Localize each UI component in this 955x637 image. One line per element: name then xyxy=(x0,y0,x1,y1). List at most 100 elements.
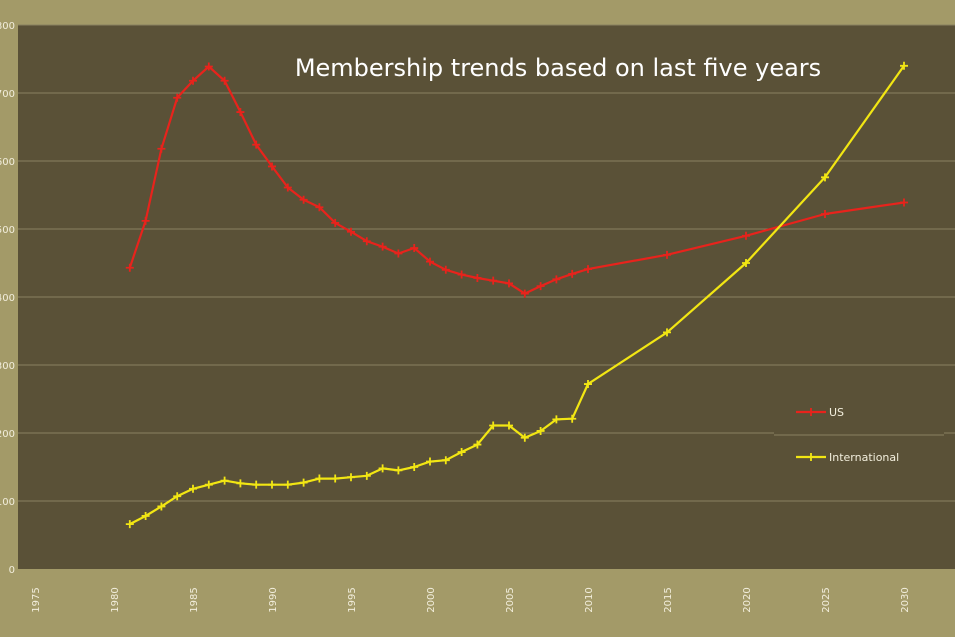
data-point xyxy=(742,259,750,267)
x-tick-label: 2015 xyxy=(663,587,674,612)
data-point xyxy=(347,227,355,236)
data-point xyxy=(473,440,482,449)
data-point xyxy=(189,76,197,85)
x-tick-label: 1995 xyxy=(347,587,358,612)
data-point xyxy=(584,380,592,389)
data-point xyxy=(441,456,450,465)
data-point xyxy=(125,520,134,529)
data-point xyxy=(315,474,324,483)
data-point xyxy=(236,479,245,488)
data-point xyxy=(473,273,482,282)
series-line-international xyxy=(129,65,905,526)
data-point xyxy=(125,263,134,272)
x-tick-label: 2030 xyxy=(900,587,911,612)
data-point xyxy=(252,480,261,489)
data-point xyxy=(331,474,340,483)
data-point xyxy=(331,218,340,227)
data-point xyxy=(173,93,182,102)
data-point xyxy=(505,279,513,288)
data-point xyxy=(268,162,276,171)
y-tick-label: 700 xyxy=(0,89,15,100)
x-tick-label: 2010 xyxy=(584,587,595,612)
legend-marker xyxy=(807,453,815,461)
data-point xyxy=(520,289,529,298)
data-point xyxy=(173,492,182,501)
data-point xyxy=(568,269,577,278)
chart-title: Membership trends based on last five yea… xyxy=(295,54,821,82)
y-axis: 0 100 200 300 400 500 600 700 800 xyxy=(0,21,15,576)
data-point xyxy=(520,433,529,442)
data-point xyxy=(157,144,166,153)
data-point xyxy=(663,250,671,259)
x-tick-label: 1975 xyxy=(31,587,42,612)
y-tick-label: 400 xyxy=(0,293,15,304)
legend: US International xyxy=(774,392,944,472)
data-point xyxy=(489,421,498,430)
data-point xyxy=(141,511,150,520)
data-point xyxy=(426,457,434,466)
data-point xyxy=(236,108,245,117)
y-tick-label: 800 xyxy=(0,21,15,32)
data-point xyxy=(489,276,498,285)
data-point xyxy=(568,414,577,423)
x-tick-label: 2000 xyxy=(426,587,437,612)
data-point xyxy=(900,61,908,70)
x-tick-label: 1990 xyxy=(268,587,279,612)
data-point xyxy=(220,476,229,485)
y-tick-label: 300 xyxy=(0,361,15,372)
data-point xyxy=(362,237,371,246)
legend-label: International xyxy=(829,451,899,464)
y-tick-label: 200 xyxy=(0,429,15,440)
data-point xyxy=(900,198,908,207)
data-point xyxy=(394,249,403,258)
data-point xyxy=(141,216,150,225)
data-point xyxy=(821,173,829,182)
data-point xyxy=(552,275,561,284)
y-tick-label: 100 xyxy=(0,497,15,508)
data-point xyxy=(347,473,355,482)
x-axis: 1975 1980 1985 1990 1995 2000 2005 2010 2015 2020… xyxy=(31,587,911,612)
data-point xyxy=(536,282,545,291)
data-point xyxy=(378,464,387,473)
data-point xyxy=(283,183,292,192)
data-point xyxy=(204,480,213,489)
data-point xyxy=(505,421,513,430)
data-point xyxy=(299,195,308,204)
data-point xyxy=(410,463,419,471)
series-layer xyxy=(125,61,908,529)
data-point xyxy=(457,448,466,457)
data-point xyxy=(584,265,592,274)
data-point xyxy=(426,257,434,266)
x-tick-label: 2020 xyxy=(742,587,753,612)
data-point xyxy=(663,328,671,337)
data-point xyxy=(552,415,561,424)
data-point xyxy=(220,76,229,85)
y-tick-label: 0 xyxy=(9,565,15,576)
data-point xyxy=(378,242,387,251)
x-tick-label: 2005 xyxy=(505,587,516,612)
series-line-us xyxy=(128,65,905,295)
data-point xyxy=(457,270,466,279)
x-tick-label: 2025 xyxy=(821,587,832,612)
data-point xyxy=(821,210,829,219)
legend-marker xyxy=(807,408,815,416)
data-point xyxy=(410,244,419,253)
data-point xyxy=(536,426,545,435)
x-tick-label: 1980 xyxy=(110,587,121,612)
data-point xyxy=(204,62,213,71)
data-point xyxy=(252,140,261,149)
data-point xyxy=(299,478,308,487)
legend-box xyxy=(774,392,944,472)
data-point xyxy=(394,466,403,475)
data-point xyxy=(742,231,750,240)
data-point xyxy=(157,502,166,511)
data-point xyxy=(441,265,450,274)
y-tick-label: 500 xyxy=(0,225,15,236)
y-tick-label: 600 xyxy=(0,157,15,168)
data-point xyxy=(283,480,292,489)
data-point xyxy=(268,480,276,489)
data-point xyxy=(189,484,197,493)
legend-label: US xyxy=(829,406,844,419)
